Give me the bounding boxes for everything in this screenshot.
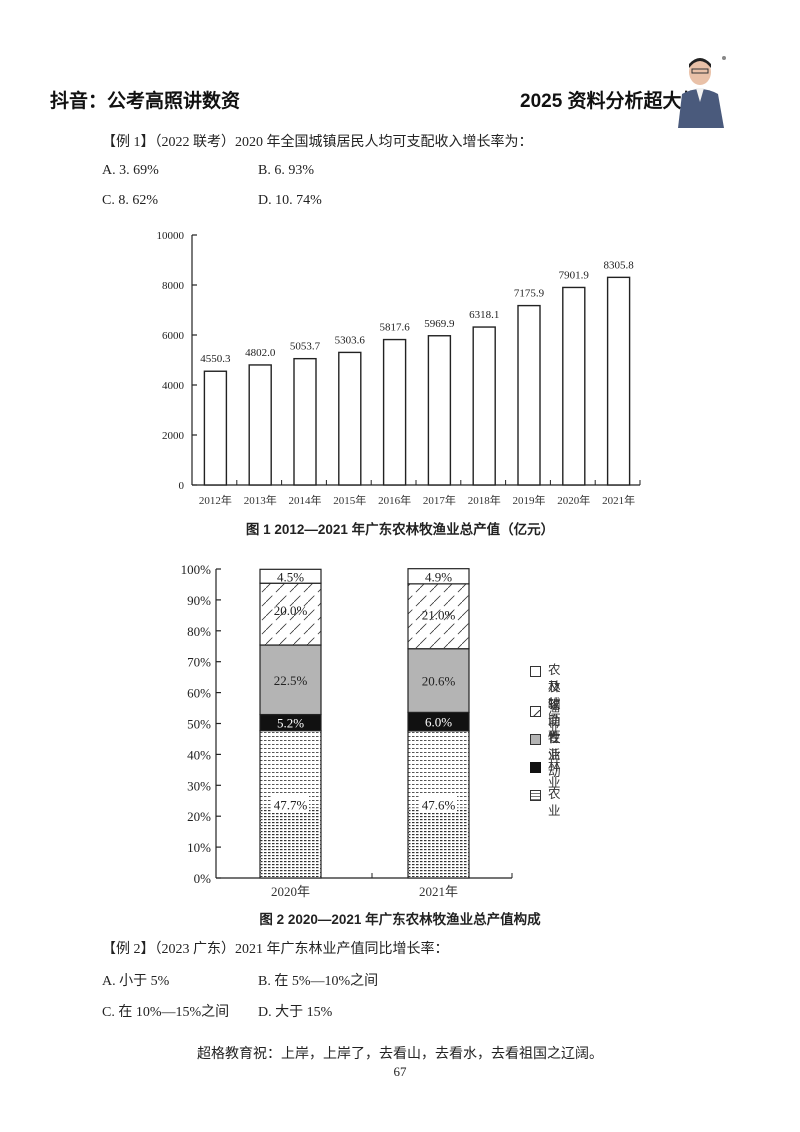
- bar: [338, 351, 362, 486]
- legend-swatch-hatch-icon: [530, 706, 541, 717]
- bar-value-label: 5303.6: [335, 334, 366, 346]
- legend-swatch-white-icon: [530, 666, 541, 677]
- bar-value-label: 5969.9: [424, 318, 455, 330]
- example2-question: 【例 2】（2023 广东）2021 年广东林业产值同比增长率：: [102, 942, 449, 957]
- stack-segment: [259, 644, 322, 716]
- example1-option-b: B. 6. 93%: [258, 163, 314, 178]
- y-tick-label: 10000: [157, 230, 185, 242]
- chart1-caption: 图 1 2012—2021 年广东农林牧渔业总产值（亿元）: [245, 522, 555, 537]
- stack-segment: [259, 568, 322, 584]
- segment-value-label: 20.0%: [274, 603, 308, 618]
- y-tick-label: 40%: [187, 747, 211, 762]
- bar-value-label: 5053.7: [290, 341, 321, 353]
- stack-segment: [407, 568, 470, 585]
- example2-option-c: C. 在 10%—15%之间: [102, 1005, 230, 1020]
- segment-value-label: 21.0%: [422, 607, 456, 622]
- bar-value-label: 4802.0: [245, 347, 276, 359]
- x-tick-label: 2012年: [199, 493, 232, 507]
- example2-option-d: D. 大于 15%: [258, 1005, 333, 1020]
- bar-value-label: 8305.8: [603, 259, 634, 271]
- header-left-title: 抖音：公考高照讲数资: [50, 91, 241, 112]
- segment-value-label: 4.5%: [277, 569, 304, 584]
- segment-value-label: 6.0%: [425, 715, 452, 730]
- bar-value-label: 7175.9: [514, 288, 545, 300]
- y-tick-label: 2000: [162, 430, 185, 442]
- bar: [472, 326, 496, 486]
- y-tick-label: 100%: [181, 562, 212, 577]
- bar-value-label: 5817.6: [379, 322, 410, 334]
- stack-segment: [407, 583, 470, 650]
- y-tick-label: 80%: [187, 624, 211, 639]
- bar: [562, 286, 586, 486]
- segment-value-label: 20.6%: [422, 674, 456, 689]
- x-tick-label: 2020年: [557, 493, 590, 507]
- bar: [248, 364, 272, 486]
- bar-value-label: 4550.3: [200, 353, 231, 365]
- y-tick-label: 6000: [162, 330, 185, 342]
- bar-value-label: 6318.1: [469, 309, 499, 321]
- x-tick-label: 2021年: [419, 884, 458, 899]
- bar: [606, 276, 631, 486]
- x-tick-label: 2020年: [271, 884, 310, 899]
- bar: [293, 357, 317, 486]
- legend-swatch-gray-icon: [530, 734, 541, 745]
- y-tick-label: 60%: [187, 686, 211, 701]
- bar: [382, 338, 407, 486]
- x-tick-label: 2018年: [468, 493, 501, 507]
- example1-option-c: C. 8. 62%: [102, 193, 158, 208]
- bar-value-label: 7901.9: [559, 269, 590, 281]
- x-tick-label: 2021年: [602, 493, 635, 507]
- header-right-title: 2025 资料分析超大杯: [520, 91, 701, 112]
- chart1-bar-chart: 0 2000 4000 6000 8000 10000 4550.3 2012年 4802.0 2…: [157, 230, 641, 507]
- y-tick-label: 10%: [187, 840, 211, 855]
- chart2-stacked-bar-chart: 0% 10% 20% 30% 40% 50% 60% 70% 80% 90% 100% 47.7% 5.…: [181, 562, 513, 899]
- y-tick-label: 0: [179, 480, 185, 492]
- segment-value-label: 22.5%: [274, 673, 308, 688]
- example2-option-a: A. 小于 5%: [102, 974, 170, 989]
- x-tick-label: 2014年: [289, 493, 322, 507]
- x-tick-label: 2019年: [513, 493, 546, 507]
- segment-value-label: 5.2%: [277, 716, 304, 731]
- segment-value-label: 4.9%: [425, 569, 452, 584]
- x-tick-label: 2016年: [378, 493, 411, 507]
- example1-question: 【例 1】（2022 联考）2020 年全国城镇居民人均可支配收入增长率为：: [102, 135, 533, 150]
- x-tick-label: 2015年: [333, 493, 366, 507]
- legend-swatch-dotted-icon: [530, 790, 541, 801]
- bar: [517, 304, 541, 486]
- segment-value-label: 47.7%: [274, 797, 308, 812]
- y-tick-label: 50%: [187, 717, 211, 732]
- y-tick-label: 0%: [194, 871, 212, 886]
- segment-value-label: 47.6%: [422, 797, 456, 812]
- y-tick-label: 70%: [187, 655, 211, 670]
- y-tick-label: 30%: [187, 778, 211, 793]
- example1-option-d: D. 10. 74%: [258, 193, 322, 208]
- x-tick-label: 2013年: [244, 493, 277, 507]
- page-number: 67: [393, 1064, 407, 1079]
- x-tick-label: 2017年: [423, 493, 456, 507]
- presenter-photo: [672, 54, 732, 128]
- y-tick-label: 8000: [162, 280, 185, 292]
- example1-option-a: A. 3. 69%: [102, 163, 159, 178]
- bar: [427, 335, 452, 486]
- y-tick-label: 90%: [187, 593, 211, 608]
- bar: [203, 370, 228, 486]
- y-tick-label: 4000: [162, 380, 185, 392]
- y-tick-label: 20%: [187, 809, 211, 824]
- chart2-caption: 图 2 2020—2021 年广东农林牧渔业总产值构成: [259, 912, 541, 927]
- legend-swatch-black-icon: [530, 762, 541, 773]
- footer-motto: 超格教育祝：上岸，上岸了，去看山，去看水，去看祖国之辽阔。: [197, 1047, 603, 1062]
- example2-option-b: B. 在 5%—10%之间: [258, 974, 379, 989]
